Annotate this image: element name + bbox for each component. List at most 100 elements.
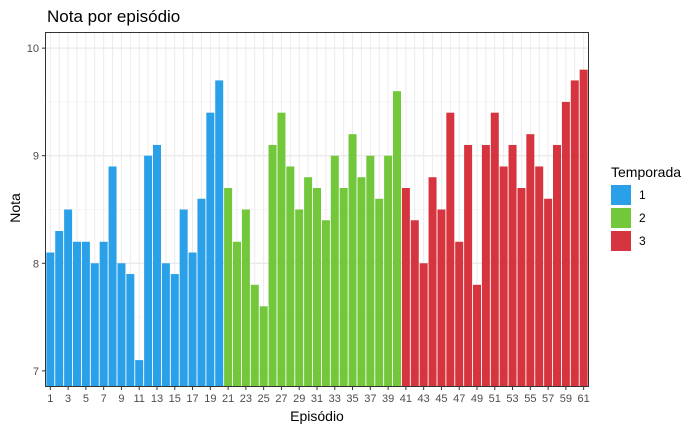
x-tick-label: 17 (186, 393, 198, 405)
x-axis-title: Episódio (290, 408, 344, 424)
bar (108, 166, 117, 387)
x-tick-label: 9 (118, 393, 124, 405)
legend-key (611, 231, 631, 251)
bar (206, 112, 215, 387)
x-tick-label: 49 (471, 393, 483, 405)
bar (455, 241, 464, 387)
bar (90, 263, 99, 387)
x-tick-label: 29 (293, 393, 305, 405)
bar (295, 209, 304, 387)
x-tick-label: 51 (489, 393, 501, 405)
legend-key (611, 208, 631, 228)
bar (117, 263, 126, 387)
legend-key (611, 185, 631, 205)
y-tick-label: 10 (27, 43, 39, 55)
bar (481, 144, 490, 387)
bar (144, 155, 153, 387)
x-tick-label: 37 (364, 393, 376, 405)
x-tick-label: 5 (83, 393, 89, 405)
legend-label: 2 (639, 211, 646, 225)
bar (579, 69, 588, 387)
bar (339, 187, 348, 387)
bar (179, 209, 188, 387)
x-tick-label: 11 (134, 393, 145, 405)
bar (437, 209, 446, 387)
x-tick-label: 57 (542, 393, 554, 405)
bar (499, 166, 508, 387)
x-axis: 1 3 5 7 9 11 13 15 17 19 21 23 25 27 29 31 33 35 37 39 41 43 4… (47, 387, 590, 405)
x-tick-label: 53 (506, 393, 518, 405)
x-tick-label: 7 (101, 393, 107, 405)
x-tick-label: 59 (560, 393, 572, 405)
bar (526, 134, 535, 387)
bar (73, 241, 81, 387)
bar (268, 144, 277, 387)
bar (135, 360, 144, 387)
legend-title: Temporada (611, 164, 681, 180)
y-tick-label: 9 (33, 151, 39, 163)
bar (286, 166, 295, 387)
bar (126, 274, 135, 387)
bar (446, 112, 455, 387)
bar (321, 220, 330, 387)
bar (561, 101, 570, 387)
legend-label: 1 (639, 188, 646, 202)
bar (410, 220, 419, 387)
bar (544, 198, 553, 387)
bar (535, 166, 544, 387)
chart-title: Nota por episódio (47, 7, 180, 26)
bar (188, 252, 197, 387)
bar (170, 274, 179, 387)
bar (313, 187, 321, 387)
plot-border (45, 32, 589, 387)
bar (348, 134, 357, 387)
legend-label: 3 (639, 234, 646, 248)
bar (215, 80, 224, 387)
x-tick-label: 55 (524, 393, 536, 405)
bar (46, 252, 55, 387)
bar (401, 187, 410, 387)
x-tick-label: 27 (275, 393, 287, 405)
bar (357, 177, 366, 387)
bar (64, 209, 73, 387)
x-tick-label: 1 (47, 393, 53, 405)
bar (419, 263, 428, 387)
y-axis-title: Nota (7, 193, 23, 223)
bar (250, 284, 259, 387)
bars (46, 69, 588, 388)
bar (55, 231, 64, 387)
x-tick-label: 15 (169, 393, 181, 405)
x-tick-label: 43 (418, 393, 430, 405)
bar (508, 144, 517, 387)
x-tick-label: 31 (311, 393, 323, 405)
bar (224, 187, 233, 387)
bar (428, 177, 437, 387)
x-tick-label: 39 (382, 393, 394, 405)
x-tick-label: 33 (329, 393, 341, 405)
bar (464, 144, 473, 387)
bar (393, 91, 401, 388)
bar (384, 155, 393, 387)
bar (277, 112, 286, 387)
bar (81, 241, 90, 387)
x-tick-label: 21 (222, 393, 234, 405)
bar (161, 263, 170, 387)
bar (330, 155, 339, 387)
x-tick-label: 41 (400, 393, 412, 405)
bar (241, 209, 250, 387)
bar (197, 198, 206, 387)
x-tick-label: 35 (346, 393, 358, 405)
bar (490, 112, 499, 387)
bar (517, 187, 526, 387)
x-tick-label: 13 (151, 393, 163, 405)
bar (304, 177, 313, 387)
bar (375, 198, 384, 387)
x-tick-label: 45 (435, 393, 447, 405)
x-tick-label: 19 (204, 393, 216, 405)
y-tick-label: 8 (33, 258, 39, 270)
bar (553, 144, 561, 387)
bar (259, 306, 268, 387)
legend: Temporada 1 2 3 (611, 164, 681, 251)
x-tick-label: 23 (240, 393, 252, 405)
